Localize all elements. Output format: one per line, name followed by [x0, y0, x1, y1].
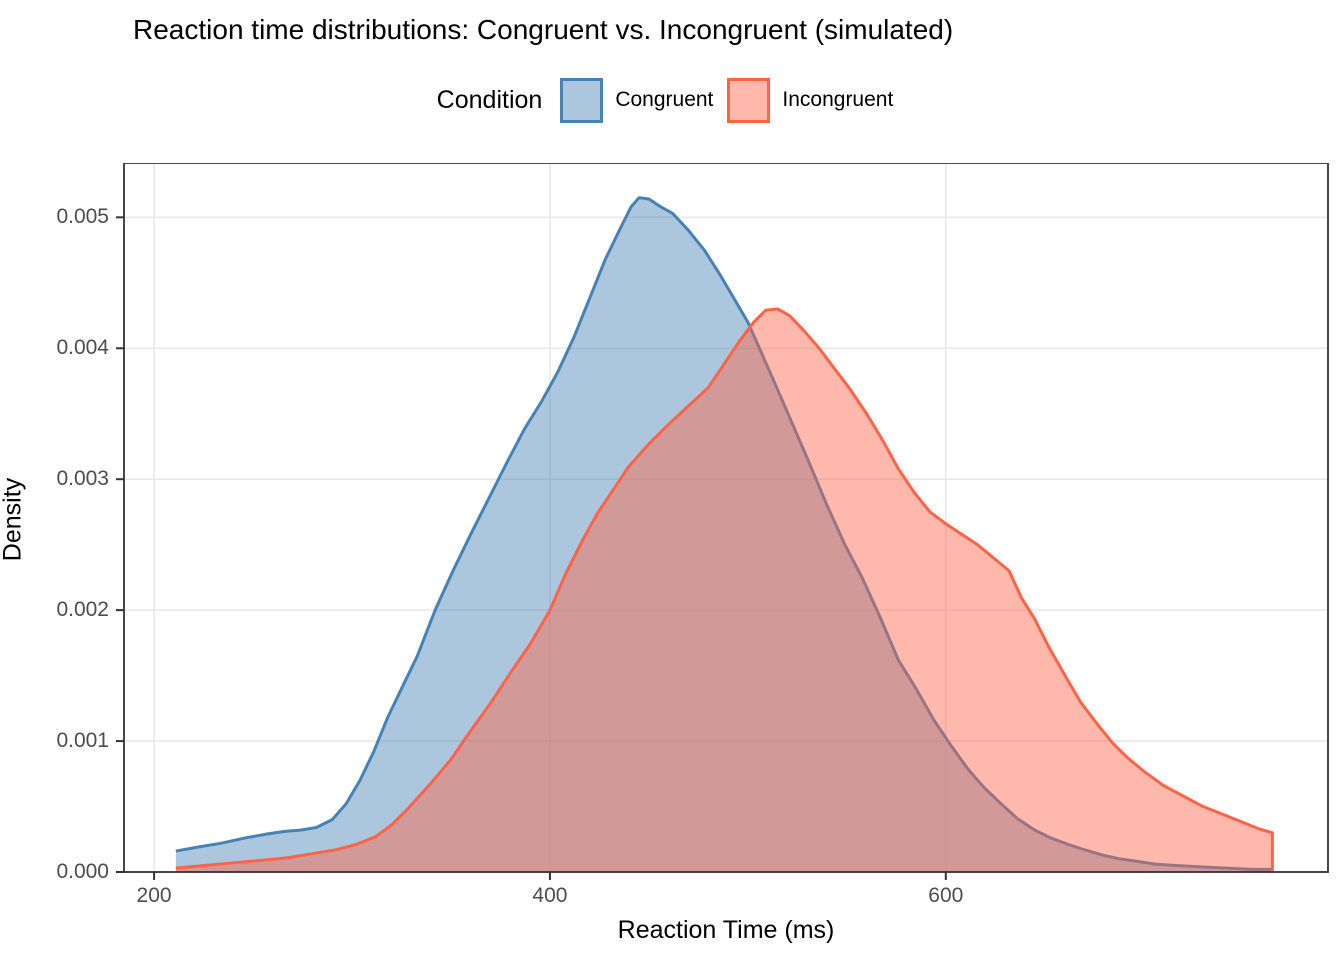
- panel-border: [123, 163, 1329, 873]
- y-tick-label: 0.000: [56, 860, 109, 883]
- page-title: Reaction time distributions: Congruent v…: [133, 14, 954, 45]
- y-tick-label: 0.003: [56, 467, 109, 491]
- y-axis-title: Density: [0, 477, 27, 562]
- x-tick-label: 400: [532, 884, 568, 907]
- legend-key-incongruent-swatch: [727, 77, 771, 123]
- legend: Condition Congruent Incongruent: [0, 74, 1344, 126]
- plot-panel: [116, 163, 1329, 880]
- legend-item-incongruent: Incongruent: [727, 77, 894, 123]
- y-tick-label: 0.004: [56, 336, 109, 360]
- density-line-congruent: [175, 196, 1273, 871]
- density-area-congruent: [175, 197, 1273, 872]
- legend-item-congruent: Congruent: [560, 77, 714, 123]
- y-tick-label: 0.002: [56, 598, 109, 622]
- legend-label: Congruent: [615, 88, 714, 111]
- panel-background: [124, 163, 1328, 872]
- legend-label: Incongruent: [782, 88, 894, 111]
- x-axis-title: Reaction Time (ms): [617, 916, 835, 944]
- density-area-incongruent: [175, 308, 1273, 872]
- y-tick-label: 0.001: [56, 729, 109, 753]
- x-tick-label: 200: [136, 884, 172, 907]
- legend-title: Condition: [436, 85, 543, 114]
- y-tick-label: 0.005: [56, 205, 109, 229]
- density-line-incongruent: [175, 307, 1274, 872]
- legend-key-congruent-swatch: [560, 77, 604, 123]
- x-tick-label: 600: [928, 884, 964, 907]
